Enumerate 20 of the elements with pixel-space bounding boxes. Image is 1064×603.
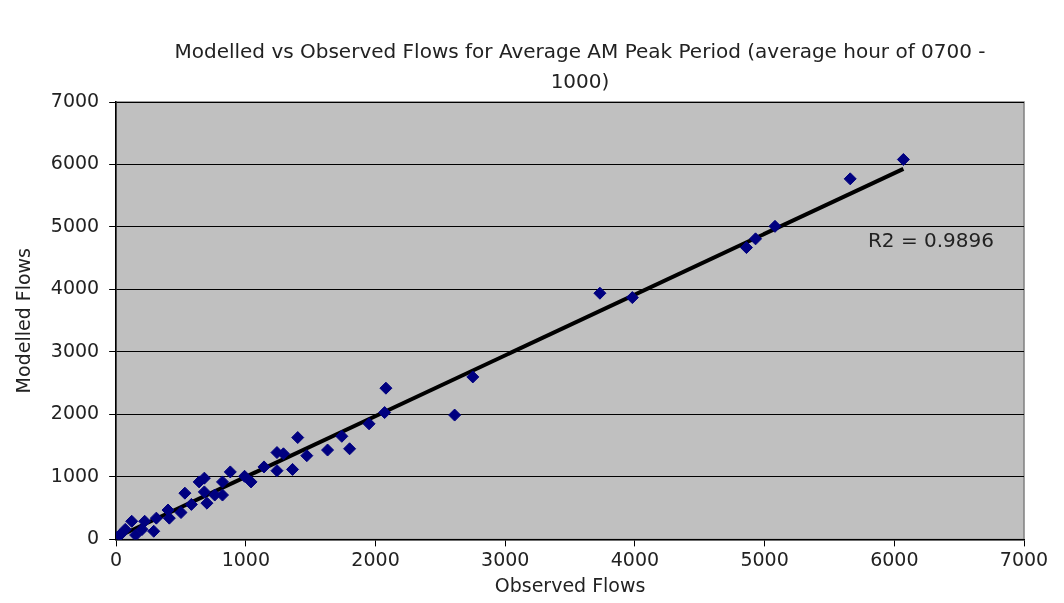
y-tick-label: 0 <box>87 526 100 549</box>
x-tick-label: 7000 <box>999 547 1049 570</box>
y-tick-label: 1000 <box>50 463 100 486</box>
y-tick-label: 3000 <box>50 338 100 361</box>
annotation: R2 = 0.9896 <box>867 228 994 252</box>
y-tick-label: 7000 <box>50 88 100 111</box>
x-tick-label: 4000 <box>610 547 660 570</box>
y-tick-label: 2000 <box>50 401 100 424</box>
x-tick-label: 5000 <box>740 547 789 570</box>
x-tick-label: 3000 <box>481 547 530 570</box>
x-tick-label: 2000 <box>351 547 400 570</box>
y-axis-title: Modelled Flows <box>12 248 35 394</box>
y-tick-label: 4000 <box>50 276 100 299</box>
x-tick-label: 0 <box>110 547 123 570</box>
y-tick-label: 5000 <box>50 213 100 236</box>
x-tick-label: 6000 <box>870 547 919 570</box>
y-tick-label: 6000 <box>50 151 100 174</box>
chart-title: Modelled vs Observed Flows for Average AM Peak Period (average hour of 0700 - 1000) <box>173 38 987 95</box>
x-tick-label: 1000 <box>221 547 271 570</box>
x-axis-title: Observed Flows <box>494 573 646 596</box>
